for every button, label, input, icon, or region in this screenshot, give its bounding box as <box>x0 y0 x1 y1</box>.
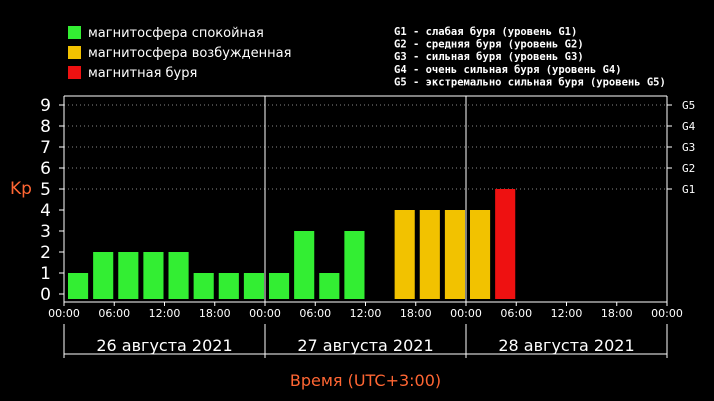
y-tick-label: 4 <box>40 201 51 221</box>
legend: магнитосфера спокойная магнитосфера возбу… <box>68 26 291 81</box>
g-legend-item: G1 - слабая буря (уровень G1) <box>394 26 577 38</box>
y-tick-label: 3 <box>40 222 51 242</box>
x-tick-label: 00:00 <box>450 307 482 320</box>
x-tick-label: 06:00 <box>500 307 532 320</box>
y-tick-label: 1 <box>40 264 51 284</box>
bar <box>470 210 491 299</box>
y-tick-label: 6 <box>40 159 51 179</box>
x-tick-label: 12:00 <box>149 307 181 320</box>
g-tick-label: G2 <box>682 162 695 175</box>
bar <box>269 273 290 299</box>
bar <box>193 273 214 299</box>
bar <box>243 273 264 299</box>
y-axis-label: Kp <box>10 179 32 199</box>
g-tick-label: G3 <box>682 141 695 154</box>
bar <box>394 210 415 299</box>
g-legend-item: G2 - средняя буря (уровень G2) <box>394 39 584 51</box>
legend-label: магнитная буря <box>88 66 197 81</box>
bar <box>218 273 239 299</box>
day-labels: 26 августа 2021 27 августа 2021 28 августа… <box>63 324 668 358</box>
x-tick-label: 18:00 <box>199 307 231 320</box>
legend-label: магнитосфера возбужденная <box>88 46 291 61</box>
x-tick-label: 18:00 <box>601 307 633 320</box>
bar <box>68 273 89 299</box>
bar <box>143 252 164 299</box>
g-legend-item: G4 - очень сильная буря (уровень G4) <box>394 64 622 76</box>
x-tick-label: 12:00 <box>350 307 382 320</box>
x-tick-label: 00:00 <box>651 307 683 320</box>
bar <box>168 252 189 299</box>
x-ticks: 00:00 06:00 12:00 18:00 00:00 06:00 12:00 18:00… <box>48 302 683 320</box>
day-label: 28 августа 2021 <box>498 336 634 355</box>
y-tick-label: 7 <box>40 138 51 158</box>
bar <box>444 210 465 299</box>
x-axis-label: Время (UTC+3:00) <box>290 371 441 390</box>
bar <box>344 231 365 299</box>
y-tick-label: 0 <box>40 285 51 305</box>
y-tick-label: 5 <box>40 180 51 200</box>
g-legend-item: G5 - экстремально сильная буря (уровень … <box>394 76 666 88</box>
x-tick-label: 12:00 <box>551 307 583 320</box>
grid-lines <box>64 104 667 190</box>
g-tick-label: G5 <box>682 99 695 112</box>
x-tick-label: 00:00 <box>48 307 80 320</box>
g-tick-label: G4 <box>682 120 696 133</box>
legend-swatch <box>68 66 81 79</box>
bar <box>495 189 516 299</box>
x-tick-label: 06:00 <box>98 307 130 320</box>
bar <box>319 273 340 299</box>
bar <box>118 252 139 299</box>
x-tick-label: 06:00 <box>299 307 331 320</box>
g-tick-label: G1 <box>682 183 695 196</box>
bar <box>419 210 440 299</box>
legend-swatch <box>68 46 81 59</box>
bar <box>93 252 114 299</box>
g-legend-item: G3 - сильная буря (уровень G3) <box>394 51 584 63</box>
legend-swatch <box>68 26 81 39</box>
bar <box>294 231 315 299</box>
x-tick-label: 00:00 <box>249 307 281 320</box>
g-level-legend: G1 - слабая буря (уровень G1)G2 - средня… <box>394 26 666 88</box>
g-level-ticks: G1 G2 G3 G4 G5 <box>667 99 696 196</box>
y-tick-label: 8 <box>40 117 51 137</box>
x-tick-label: 18:00 <box>400 307 432 320</box>
day-label: 26 августа 2021 <box>96 336 232 355</box>
day-label: 27 августа 2021 <box>297 336 433 355</box>
y-tick-label: 2 <box>40 243 51 263</box>
legend-label: магнитосфера спокойная <box>88 26 264 41</box>
y-tick-label: 9 <box>40 96 51 116</box>
bars <box>68 189 516 299</box>
